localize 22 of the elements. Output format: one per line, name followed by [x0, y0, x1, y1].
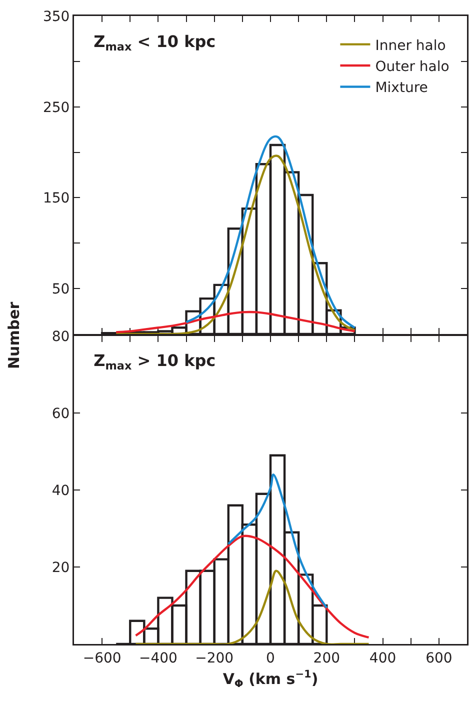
y-tick-label: 20 — [52, 560, 70, 576]
x-axis-title: V$_{Φ}$ (km s$^{−1}$) — [222, 668, 318, 690]
legend-label: Mixture — [375, 80, 428, 96]
y-tick-label: 150 — [42, 190, 70, 207]
y-tick-label: 60 — [52, 406, 70, 422]
text: Z$_{max}$ > 10 kpc — [94, 351, 216, 373]
legend-label: Inner halo — [375, 38, 446, 54]
x-tick-label: −400 — [138, 650, 178, 666]
y-tick-label: 350 — [42, 8, 70, 25]
y-tick-label: 250 — [42, 100, 70, 116]
x-tick-label: 200 — [313, 650, 340, 666]
legend-label: Outer halo — [375, 58, 450, 75]
x-tick-label: −600 — [82, 650, 122, 666]
y-tick-label: 50 — [52, 281, 70, 298]
y-axis-title: Number — [5, 302, 23, 369]
x-tick-label: −200 — [195, 650, 234, 666]
x-tick-label: 600 — [426, 650, 452, 666]
y-tick-label: 40 — [52, 482, 70, 499]
text: Z$_{max}$ < 10 kpc — [94, 32, 216, 54]
x-tick-label: 0 — [266, 650, 275, 666]
y-tick-label: 80 — [52, 328, 70, 345]
x-tick-label: 400 — [369, 650, 396, 666]
